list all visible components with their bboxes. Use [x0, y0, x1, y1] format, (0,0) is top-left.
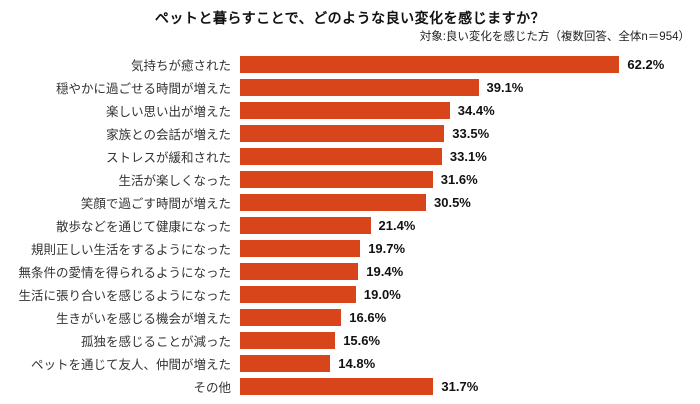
value-label: 16.6%: [349, 310, 387, 325]
bar: [240, 148, 442, 165]
bar-row: 穏やかに過ごせる時間が増えた 39.1%: [0, 79, 700, 96]
bar-row: 気持ちが癒された 62.2%: [0, 56, 700, 73]
bar-row: 散歩などを通じて健康になった 21.4%: [0, 217, 700, 234]
bar-track: 62.2%: [240, 56, 700, 73]
bar-row: 笑顔で過ごす時間が増えた 30.5%: [0, 194, 700, 211]
value-label: 33.1%: [449, 149, 487, 164]
bar-row: 生活が楽しくなった 31.6%: [0, 171, 700, 188]
bar-row: ストレスが緩和された 33.1%: [0, 148, 700, 165]
category-label: 規則正しい生活をするようになった: [30, 243, 231, 257]
value-label: 31.7%: [441, 379, 479, 394]
bar-row: 無条件の愛情を得られるようになった 19.4%: [0, 263, 700, 280]
value-label: 21.4%: [378, 218, 416, 233]
category-label: 生きがいを感じる機会が増えた: [55, 312, 231, 326]
bar-track: 19.0%: [240, 286, 700, 303]
bar: [240, 332, 336, 349]
category-label: ペットを通じて友人、仲間が増えた: [30, 358, 231, 372]
category-label: 家族との会話が増えた: [106, 128, 231, 142]
bar-row: その他 31.7%: [0, 378, 700, 395]
bar: [240, 263, 359, 280]
bar-track: 33.1%: [240, 148, 700, 165]
bar-chart-rows: 気持ちが癒された 62.2% 穏やかに過ごせる時間が増えた 39.1% 楽しい思い出が増…: [0, 56, 700, 395]
category-label: 生活が楽しくなった: [118, 174, 231, 188]
bar-track: 34.4%: [240, 102, 700, 119]
category-label: 孤独を感じることが減った: [80, 335, 231, 349]
value-label: 19.7%: [368, 241, 406, 256]
bar: [240, 217, 371, 234]
bar-track: 39.1%: [240, 79, 700, 96]
bar-track: 33.5%: [240, 125, 700, 142]
value-label: 19.0%: [363, 287, 401, 302]
bar: [240, 286, 356, 303]
bar-row: 規則正しい生活をするようになった 19.7%: [0, 240, 700, 257]
category-label: 生活に張り合いを感じるようになった: [18, 289, 231, 303]
bar-row: 生活に張り合いを感じるようになった 19.0%: [0, 286, 700, 303]
bar-row: 楽しい思い出が増えた 34.4%: [0, 102, 700, 119]
value-label: 33.5%: [452, 126, 490, 141]
bar-track: 16.6%: [240, 309, 700, 326]
bar: [240, 194, 426, 211]
bar-track: 30.5%: [240, 194, 700, 211]
category-label: 気持ちが癒された: [130, 59, 231, 73]
value-label: 39.1%: [486, 80, 524, 95]
bar: [240, 355, 331, 372]
value-label: 34.4%: [457, 103, 495, 118]
bar-row: 孤独を感じることが減った 15.6%: [0, 332, 700, 349]
value-label: 19.4%: [366, 264, 404, 279]
bar-track: 15.6%: [240, 332, 700, 349]
bar: [240, 309, 342, 326]
category-label: 無条件の愛情を得られるようになった: [18, 266, 231, 280]
category-label: 散歩などを通じて健康になった: [55, 220, 231, 234]
bar-row: 家族との会話が増えた 33.5%: [0, 125, 700, 142]
bar-track: 31.6%: [240, 171, 700, 188]
bar-track: 19.7%: [240, 240, 700, 257]
category-label: 穏やかに過ごせる時間が増えた: [55, 82, 231, 96]
value-label: 15.6%: [343, 333, 381, 348]
category-label: ストレスが緩和された: [105, 151, 231, 165]
bar-track: 14.8%: [240, 355, 700, 372]
bar: [240, 378, 434, 395]
value-label: 30.5%: [434, 195, 471, 210]
bar-row: 生きがいを感じる機会が増えた 16.6%: [0, 309, 700, 326]
bar-row: ペットを通じて友人、仲間が増えた 14.8%: [0, 355, 700, 372]
bar: [240, 79, 479, 96]
bar: [240, 56, 620, 73]
category-label: その他: [193, 381, 231, 395]
bar-track: 31.7%: [240, 378, 700, 395]
bar: [240, 102, 450, 119]
bar: [240, 125, 445, 142]
bar-track: 21.4%: [240, 217, 700, 234]
value-label: 62.2%: [627, 57, 665, 72]
bar-track: 19.4%: [240, 263, 700, 280]
value-label: 14.8%: [338, 356, 376, 371]
category-label: 笑顔で過ごす時間が増えた: [80, 197, 231, 211]
chart-title: ペットと暮らすことで、どのような良い変化を感じますか？: [154, 10, 546, 26]
bar: [240, 171, 433, 188]
category-label: 楽しい思い出が増えた: [105, 105, 231, 119]
bar: [240, 240, 361, 257]
value-label: 31.6%: [440, 172, 478, 187]
chart-subtitle: 対象:良い変化を感じた方（複数回答、全体n＝954）: [419, 31, 690, 43]
